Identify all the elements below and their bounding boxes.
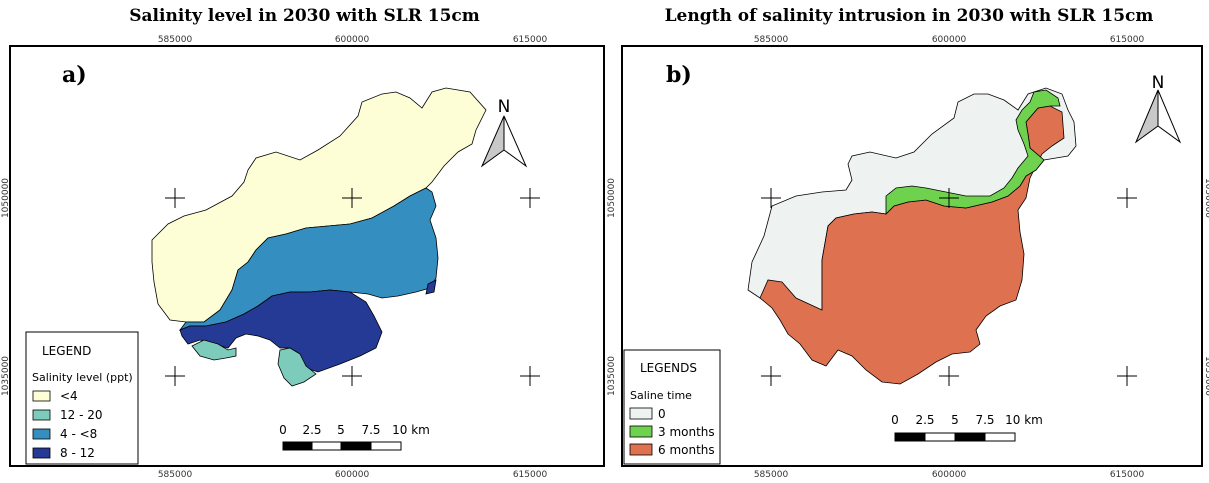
legend-item-label: 6 months [658,443,715,457]
map-b-scale-label: 10 km [1005,413,1043,427]
map-a-ytick: 1050000 [1,178,11,218]
map-b: 585000 600000 615000 585000 600000 61500… [607,35,1209,480]
map-a-north-label: N [498,97,511,117]
map-b-xtick-bottom: 600000 [932,470,967,480]
region-12-20 [277,347,317,387]
map-b-xtick-bottom: 585000 [754,470,789,480]
legend-swatch-6-months [629,443,653,456]
map-b-xtick-bottom: 615000 [1110,470,1145,480]
legend-item-label: <4 [60,389,78,403]
map-a-legend: LEGEND Salinity level (ppt) <4 12 - 20 4… [25,331,139,465]
map-a-title: Salinity level in 2030 with SLR 15cm [129,6,480,26]
map-a-scale-label: 0 [279,423,287,437]
north-arrow-icon [480,115,528,168]
legend-item-label: 8 - 12 [60,446,95,460]
map-b-xtick-top: 585000 [754,35,789,45]
map-b-ytick-right: 1035000 [1203,356,1209,396]
map-a-scale-bar [282,441,402,451]
map-b-title: Length of salinity intrusion in 2030 wit… [664,6,1154,26]
legend-swatch-lt4 [32,390,51,402]
legend-item-label: 0 [658,407,666,421]
map-b-scale-label: 5 [951,413,959,427]
region-3-months [885,89,1061,215]
map-b-north-label: N [1152,73,1165,93]
map-b-legend: LEGENDS Saline time 0 3 months 6 months [623,349,721,465]
map-b-scale-label: 2.5 [915,413,934,427]
legend-item-label: 4 - <8 [60,427,97,441]
map-b-legend-title: LEGENDS [640,361,697,375]
legend-swatch-12-20 [32,409,51,421]
map-b-ytick-right: 1050000 [1203,178,1209,218]
legend-swatch-8-12 [32,447,51,459]
map-a-scale-label: 5 [337,423,345,437]
map-b-ytick: 1050000 [607,178,617,218]
map-a-xtick-bottom: 600000 [335,470,370,480]
map-b-scale-label: 0 [891,413,899,427]
map-a-xtick-bottom: 615000 [513,470,548,480]
map-a: 585000 600000 615000 585000 600000 61500… [1,35,605,480]
legend-swatch-4-8 [32,428,51,440]
map-b-panel-label: b) [666,62,692,88]
map-b-ytick: 1035000 [607,356,617,396]
legend-item-label: 12 - 20 [60,408,103,422]
region-6-months [759,105,1065,385]
region-12-20 [191,339,237,361]
region-8-12-edge [425,279,437,295]
map-a-scale-label: 7.5 [361,423,380,437]
map-a-xtick-top: 600000 [335,35,370,45]
map-a-panel-label: a) [62,62,87,88]
map-a-scale-label: 2.5 [302,423,321,437]
map-a-scale-label: 10 km [392,423,430,437]
map-a-ytick: 1035000 [1,356,11,396]
map-a-xtick-top: 615000 [513,35,548,45]
map-a-legend-title: LEGEND [42,344,91,358]
map-b-xtick-top: 615000 [1110,35,1145,45]
map-b-grid-crosses [761,188,1137,386]
map-a-grid-crosses [165,188,540,386]
map-b-scale-label: 7.5 [975,413,994,427]
legend-item-label: 3 months [658,425,715,439]
map-a-xtick-top: 585000 [158,35,193,45]
region-8-12 [179,289,383,373]
map-b-legend-subtitle: Saline time [630,389,692,402]
legend-swatch-0 [629,407,653,420]
legend-swatch-3-months [629,425,653,438]
map-b-scale-bar [894,432,1016,442]
map-b-xtick-top: 600000 [932,35,967,45]
map-a-legend-subtitle: Salinity level (ppt) [32,371,133,384]
north-arrow-icon [1134,89,1182,144]
map-a-xtick-bottom: 585000 [158,470,193,480]
